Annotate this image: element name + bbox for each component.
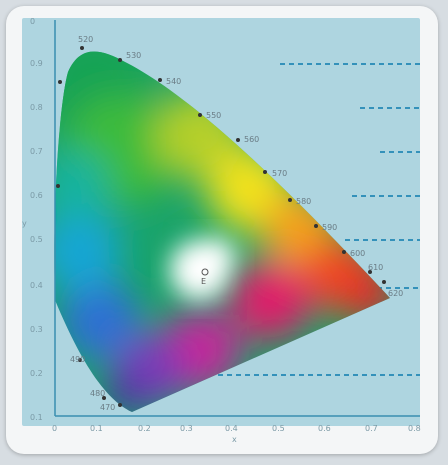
wavelength-markers (56, 46, 386, 407)
wavelength-label-560: 560 (244, 135, 259, 144)
y-tick-label: 0.9 (30, 59, 43, 68)
y-tick-labels: 0.9 0.8 0.7 0.6 0.5 0.4 0.3 0.2 0.1 0 (30, 17, 43, 422)
x-tick-label: 0 (52, 424, 57, 433)
wavelength-label-480: 480 (90, 389, 105, 398)
x-tick-label: 0.5 (272, 424, 285, 433)
wavelength-label-530: 530 (126, 51, 141, 60)
x-tick-labels: 0 0.1 0.2 0.3 0.4 0.5 0.6 0.7 0.8 (52, 424, 421, 433)
y-tick-label: 0.5 (30, 235, 43, 244)
x-tick-label: 0.2 (138, 424, 151, 433)
wavelength-label-580: 580 (296, 197, 311, 206)
x-tick-label: 0.3 (180, 424, 193, 433)
wavelength-label-610: 610 (368, 263, 383, 272)
x-tick-label: 0.6 (318, 424, 331, 433)
x-axis-label: x (232, 435, 237, 444)
dashed-gridlines (200, 63, 420, 376)
y-tick-label: 0.1 (30, 413, 43, 422)
axes (54, 20, 420, 417)
y-axis-label: y (22, 219, 27, 228)
y-tick-label: 0.7 (30, 147, 43, 156)
wavelength-label-600: 600 (350, 249, 365, 258)
white-point-label: E (201, 277, 206, 286)
wavelength-label-620: 620 (388, 289, 403, 298)
x-tick-label: 0.1 (90, 424, 103, 433)
wavelength-labels: 520 530 540 550 560 570 580 590 600 610 … (70, 35, 403, 412)
wavelength-label-590: 590 (322, 223, 337, 232)
wavelength-label-550: 550 (206, 111, 221, 120)
wavelength-label-570: 570 (272, 169, 287, 178)
y-tick-label: 0.8 (30, 103, 43, 112)
wavelength-label-470: 470 (100, 403, 115, 412)
x-tick-label: 0.8 (408, 424, 421, 433)
y-tick-label: 0.4 (30, 281, 43, 290)
y-tick-label: 0 (30, 17, 35, 26)
y-tick-label: 0.6 (30, 191, 43, 200)
y-tick-label: 0.3 (30, 325, 43, 334)
wavelength-label-540: 540 (166, 77, 181, 86)
wavelength-label-520: 520 (78, 35, 93, 44)
y-tick-label: 0.2 (30, 369, 43, 378)
white-point-marker (201, 268, 209, 276)
wavelength-label-490: 490 (70, 355, 85, 364)
x-tick-label: 0.4 (225, 424, 238, 433)
x-tick-label: 0.7 (365, 424, 378, 433)
